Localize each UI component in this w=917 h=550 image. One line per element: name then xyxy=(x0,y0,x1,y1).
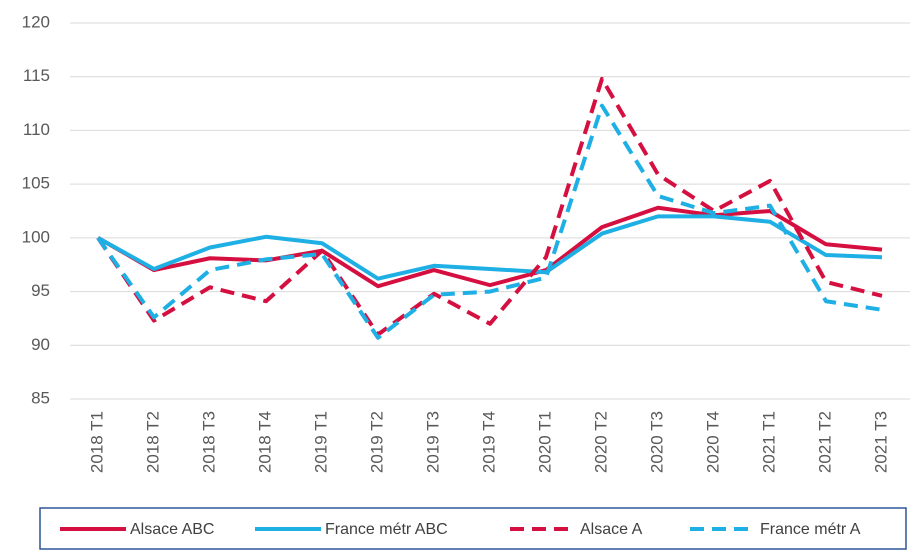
series-line xyxy=(97,205,883,289)
x-tick-label: 2019 T3 xyxy=(423,411,442,473)
x-tick-label: 2018 T2 xyxy=(143,411,162,473)
x-tick-label: 2020 T3 xyxy=(647,411,666,473)
x-tick-label: 2019 T1 xyxy=(311,411,330,473)
y-tick-label: 95 xyxy=(31,281,50,300)
x-tick-label: 2019 T2 xyxy=(367,411,386,473)
legend-label: France métr ABC xyxy=(325,521,448,538)
x-tick-label: 2020 T2 xyxy=(591,411,610,473)
y-tick-label: 85 xyxy=(31,388,50,407)
y-tick-label: 115 xyxy=(23,66,50,85)
y-tick-label: 120 xyxy=(22,12,50,31)
x-tick-label: 2020 T1 xyxy=(535,411,554,473)
series-line xyxy=(96,103,883,340)
y-tick-label: 105 xyxy=(22,174,50,193)
series-line xyxy=(96,76,883,337)
x-tick-label: 2021 T2 xyxy=(815,411,834,473)
y-tick-label: 100 xyxy=(22,227,50,246)
series-line xyxy=(97,214,883,281)
y-tick-label: 110 xyxy=(23,120,50,139)
x-tick-label: 2018 T1 xyxy=(87,411,106,473)
x-tick-label: 2021 T3 xyxy=(871,411,890,473)
legend-label: France métr A xyxy=(760,521,861,538)
x-tick-label: 2019 T4 xyxy=(479,411,498,473)
x-tick-label: 2018 T4 xyxy=(255,411,274,473)
x-tick-label: 2021 T1 xyxy=(759,411,778,473)
legend-label: Alsace A xyxy=(580,521,643,538)
y-tick-label: 90 xyxy=(31,335,50,354)
legend-label: Alsace ABC xyxy=(130,521,214,538)
legend-box xyxy=(39,507,907,550)
x-tick-label: 2018 T3 xyxy=(199,411,218,473)
x-tick-label: 2020 T4 xyxy=(703,411,722,473)
